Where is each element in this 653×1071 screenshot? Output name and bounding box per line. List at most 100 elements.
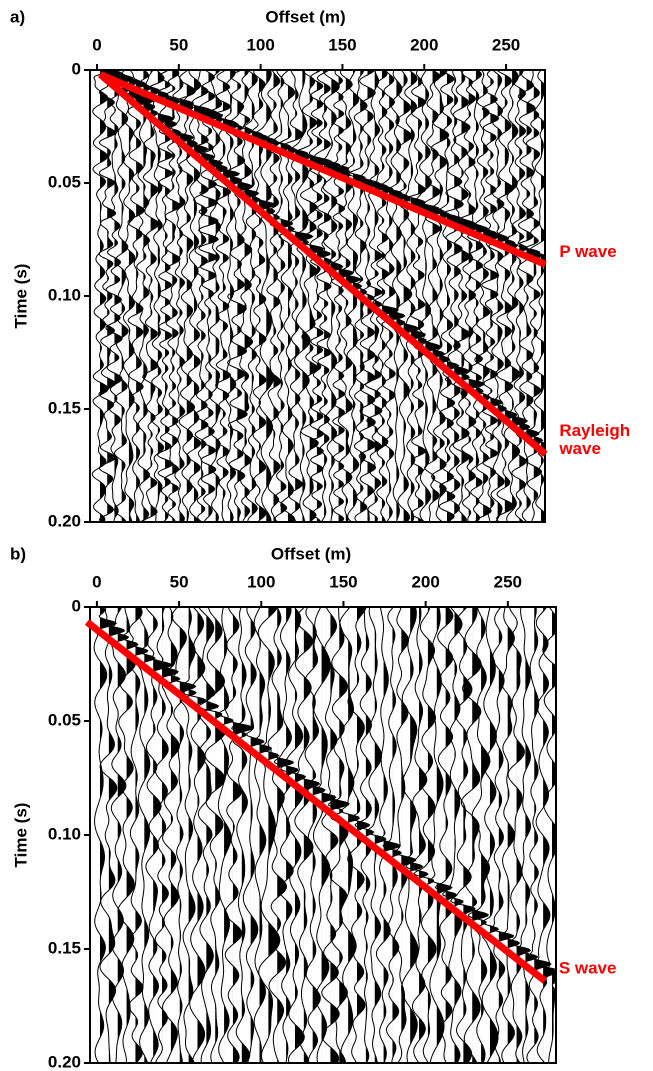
trace-fill [135, 607, 148, 1063]
trace [503, 70, 529, 522]
series-label: Rayleigh wave [558, 422, 630, 459]
trace-fill [512, 70, 528, 522]
x-tick-label: 0 [92, 35, 101, 54]
trace-fill [303, 607, 320, 1063]
trace [507, 607, 532, 1063]
trace [252, 607, 273, 1063]
trace [280, 607, 307, 1063]
trace-fill [224, 607, 234, 1063]
trace-fill [179, 607, 196, 1063]
trace [308, 70, 333, 522]
trace [215, 607, 234, 1063]
y-axis-title: Time (s) [11, 803, 30, 868]
trace [210, 70, 241, 522]
trace [314, 70, 341, 522]
y-tick-label: 0 [72, 596, 81, 615]
trace-fill [507, 607, 520, 1063]
trace-fill [273, 70, 281, 522]
x-tick-label: 50 [170, 572, 189, 591]
series-label: P wave [559, 242, 616, 261]
trace-fill [374, 70, 388, 522]
trace [375, 607, 402, 1063]
trace-fill [321, 607, 336, 1063]
trace-fill [157, 70, 174, 522]
traces [93, 607, 556, 1063]
trace [322, 70, 350, 522]
trace-fill [425, 70, 441, 522]
trace-fill [543, 607, 556, 1063]
y-tick-label: 0.05 [48, 710, 81, 729]
trace-fill [107, 70, 124, 522]
trace [257, 607, 281, 1063]
trace [404, 70, 430, 522]
trace [438, 70, 461, 522]
trace [491, 607, 515, 1063]
trace-fill [481, 607, 490, 1063]
trace [542, 607, 556, 1063]
trace [208, 70, 228, 522]
x-tick-label: 250 [492, 35, 520, 54]
trace [142, 70, 161, 522]
trace-fill [345, 70, 360, 522]
trace [534, 607, 556, 1063]
x-tick-label: 200 [410, 35, 438, 54]
trace [442, 607, 464, 1063]
trace-fill [436, 607, 452, 1063]
trace-fill [381, 70, 399, 522]
trace [312, 607, 337, 1063]
trace-fill [447, 70, 460, 522]
trace-fill [498, 607, 514, 1063]
y-tick-label: 0.10 [48, 824, 81, 843]
y-tick-label: 0.20 [48, 511, 81, 530]
x-tick-label: 0 [92, 572, 101, 591]
y-tick-label: 0.15 [48, 398, 81, 417]
trace [403, 70, 426, 522]
trace [242, 70, 264, 522]
trace [321, 607, 350, 1063]
trace-fill [100, 607, 117, 1063]
x-axis-title: Offset (m) [265, 7, 345, 26]
trace [157, 70, 178, 522]
trace-fill [338, 70, 354, 522]
arrival-line [98, 71, 547, 268]
trace-fill [237, 70, 252, 522]
trace [198, 607, 227, 1063]
x-tick-label: 100 [247, 572, 275, 591]
trace [231, 607, 251, 1063]
trace [457, 70, 485, 522]
x-tick-label: 100 [246, 35, 274, 54]
trace [481, 607, 500, 1063]
trace [145, 607, 173, 1063]
trace-fill [401, 607, 416, 1063]
trace [337, 70, 361, 522]
trace-fill [419, 607, 428, 1063]
trace-fill [179, 70, 194, 522]
trace-fill [172, 70, 181, 522]
trace-fill [516, 607, 531, 1063]
trace [488, 70, 510, 522]
trace-fill [144, 607, 155, 1063]
trace-fill [206, 607, 219, 1063]
trace-fill [552, 607, 556, 1063]
y-axis-title: Time (s) [11, 264, 30, 329]
trace-fill [186, 70, 198, 522]
trace [420, 70, 446, 522]
y-tick-label: 0.15 [48, 938, 81, 957]
trace-fill [483, 70, 497, 522]
trace [111, 70, 135, 522]
trace-fill [526, 70, 540, 522]
trace [365, 607, 387, 1063]
trace-fill [392, 607, 402, 1063]
trace [224, 607, 254, 1063]
x-tick-label: 150 [328, 35, 356, 54]
y-tick-label: 0.05 [48, 172, 81, 191]
trace [105, 70, 127, 522]
trace-fill [410, 607, 423, 1063]
trace [466, 70, 490, 522]
trace [393, 607, 417, 1063]
trace [450, 607, 476, 1063]
trace [495, 70, 518, 522]
trace [266, 70, 282, 522]
